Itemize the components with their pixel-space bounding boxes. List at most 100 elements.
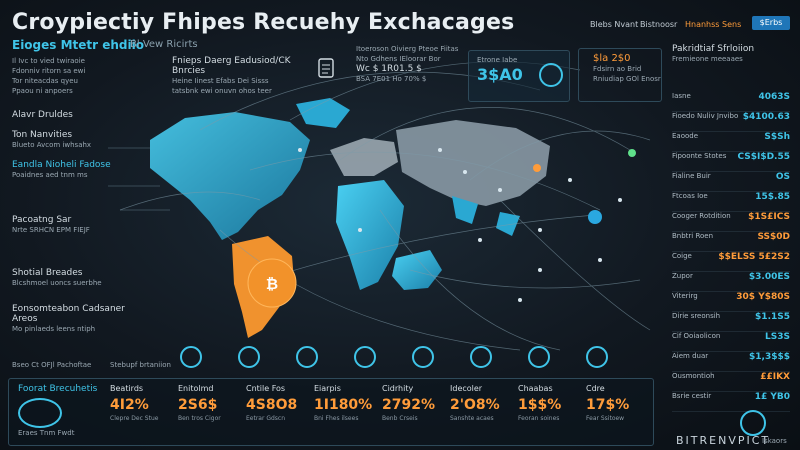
metric-card[interactable]: Beatirds 4I2% Clepre Dec Stue [110, 384, 178, 440]
right-row-value: SS$0D [757, 232, 790, 242]
right-row-value: CS$I$D.55 [737, 152, 790, 162]
page-subtitle: Eioges Mtetr ehdiio [12, 38, 144, 52]
right-row-label: Zupor [672, 272, 693, 280]
continent-north-america [150, 112, 310, 240]
lock-icon[interactable] [528, 346, 550, 368]
right-row-value: LS3S [765, 332, 790, 342]
right-row: Bsrie cestir 1£ YB0 [672, 392, 790, 412]
right-row: Viterirg 30$ Y$80S [672, 292, 790, 312]
metric-card-sub: Eetrar Gdscn [246, 415, 286, 422]
metric-card-value: 2792% [382, 397, 435, 413]
right-panel-header: Pakridtiaf Sfrloiion Fremieone meeaaes [672, 44, 755, 63]
metric-card-sub: Fear Ssitoew [586, 415, 625, 422]
metric-card-title: Enitolmd [178, 384, 214, 393]
exchange-icon[interactable] [238, 346, 260, 368]
continent-asia [396, 120, 550, 206]
metric-card-sub: Ben tros Cigor [178, 415, 221, 422]
right-row-label: Fipoonte Stotes [672, 152, 727, 160]
metric-card-sub: Feoran soines [518, 415, 560, 422]
right-row: Zupor $3.00ES [672, 272, 790, 292]
left-item-4[interactable]: Shotial Breades Blcshmoel uoncs suerbhe [12, 268, 102, 287]
left-bottom-caption-2: Stebupf brtaniion [110, 361, 171, 369]
info-block-2: Itoeroson Oivierg Pteoe Fiitas Nto Gdhen… [356, 45, 459, 83]
info-block-1: Fnieps Daerg Eadusiod/CK Bnrcies Heine I… [172, 56, 291, 95]
wallet-icon[interactable] [412, 346, 434, 368]
metric-card-title: Cdre [586, 384, 605, 393]
coin-icon[interactable] [180, 346, 202, 368]
metric-card-value: 4S8O8 [246, 397, 298, 413]
right-row-value: 30$ Y$80S [736, 292, 790, 302]
intro-line-4: Ppaou ni anpoers [12, 87, 73, 95]
brand-name: BITRENVPICT [676, 434, 771, 447]
metric-card[interactable]: Enitolmd 2S6$ Ben tros Cigor [178, 384, 246, 440]
network-icon[interactable] [470, 346, 492, 368]
metric-card-title: Chaabas [518, 384, 553, 393]
right-row: Cooger Rotdition $1S£ICS [672, 212, 790, 232]
metric-card-title: Cntile Fos [246, 384, 286, 393]
right-row-value: $1,3$$$ [749, 352, 790, 362]
continent-se-asia [496, 212, 520, 236]
metric-card-sub: Sanshte acaes [450, 415, 494, 422]
shield-icon[interactable] [354, 346, 376, 368]
left-item-3[interactable]: Pacoatng Sar Nrte SRHCN EPM FIEJF [12, 215, 90, 234]
right-row-value: OS [775, 172, 790, 182]
metric-card[interactable]: Eiarpis 1I180% Bni Fhes ilsees [314, 384, 382, 440]
metric-card[interactable]: Cdre 17$% Fear Ssitoew [586, 384, 654, 440]
right-row-value: ££IKX [760, 372, 790, 382]
right-row-value: $1S£ICS [748, 212, 790, 222]
intro-line-2: Fdonniv ritorn sa ewi [12, 67, 86, 75]
right-row: Fioedo Nuliv Jnvibo $4100.63 [672, 112, 790, 132]
nav-link-2[interactable]: Bistnoosr [640, 20, 678, 29]
metric-card-value: 2'O8% [450, 397, 500, 413]
right-row-value: $4100.63 [742, 112, 790, 122]
right-row-value: 1£ YB0 [754, 392, 790, 402]
right-row-label: Dirie sreonsih [672, 312, 721, 320]
right-row: Ftcoas Ioe 15$.85 [672, 192, 790, 212]
right-row-label: Bnbtri Roen [672, 232, 714, 240]
metric-card[interactable]: Chaabas 1$$% Feoran soines [518, 384, 586, 440]
bottom-head: Foorat Brecuhetis Eraes Tnm Fwdt [18, 384, 98, 437]
metric-card-sub: Clepre Dec Stue [110, 415, 159, 422]
metric-card-value: 1$$% [518, 397, 562, 413]
fingerprint-icon [18, 398, 62, 428]
intro-line-1: Il Ivc to vied twiraoie [12, 57, 85, 65]
left-item-2[interactable]: Eandla Nioheli Fadose Poaidnes aed tnm m… [12, 160, 111, 179]
metric-card[interactable]: Cntile Fos 4S8O8 Eetrar Gdscn [246, 384, 314, 440]
nav-link-3[interactable]: Hnanhss Sens [685, 20, 742, 29]
right-row-label: Coige [672, 252, 692, 260]
right-row-value: 4063S [758, 92, 790, 102]
metric-card-title: Beatirds [110, 384, 144, 393]
right-row-label: Fioedo Nuliv Jnvibo [672, 112, 739, 120]
right-panel-rows: Iasne 4063S Fioedo Nuliv Jnvibo $4100.63 Eao… [672, 92, 790, 412]
right-row: Ousmontioh ££IKX [672, 372, 790, 392]
right-row-label: Cooger Rotdition [672, 212, 731, 220]
right-row: Fialine Buir OS [672, 172, 790, 192]
intro-line-3: Tor niteacdas qyeu [12, 77, 78, 85]
nav-link-1[interactable]: Blebs Nvant [590, 20, 639, 29]
globe-icon[interactable] [586, 346, 608, 368]
right-row: Bnbtri Roen SS$0D [672, 232, 790, 252]
right-row-value: $3.00ES [748, 272, 790, 282]
metric-card-sub: Benb Crseis [382, 415, 418, 422]
price-badge[interactable]: Etrone Iabe 3$A0 [468, 50, 570, 102]
right-row-label: Iasne [672, 92, 691, 100]
mini-panel: $la 2$0 Fdsirn ao Brid Rniudiap GOl Enos… [578, 48, 662, 102]
header-action-button[interactable]: $Erbs [752, 16, 790, 30]
right-row: Iasne 4063S [672, 92, 790, 112]
bottom-panel [8, 378, 654, 446]
left-section-title: Alavr Druldes [12, 110, 73, 120]
chart-icon[interactable] [296, 346, 318, 368]
right-row: Aiem duar $1,3$$$ [672, 352, 790, 372]
metric-card[interactable]: Idecoler 2'O8% Sanshte acaes [450, 384, 518, 440]
left-item-1[interactable]: Ton Nanvities Blueto Avcom iwhsahx [12, 130, 92, 149]
right-row-label: Cif Ooiaolicon [672, 332, 721, 340]
right-row-value: S$Sh [764, 132, 790, 142]
right-row-label: Fialine Buir [672, 172, 711, 180]
right-row: Cif Ooiaolicon LS3S [672, 332, 790, 352]
continent-australia [392, 250, 442, 290]
left-item-5[interactable]: Eonsomteabon Cadsaner Areos Mo pinlaeds … [12, 304, 125, 333]
metric-card-value: 17$% [586, 397, 630, 413]
metric-card[interactable]: Cidrhity 2792% Benb Crseis [382, 384, 450, 440]
continent-europe [330, 138, 398, 176]
metric-card-value: 1I180% [314, 397, 373, 413]
